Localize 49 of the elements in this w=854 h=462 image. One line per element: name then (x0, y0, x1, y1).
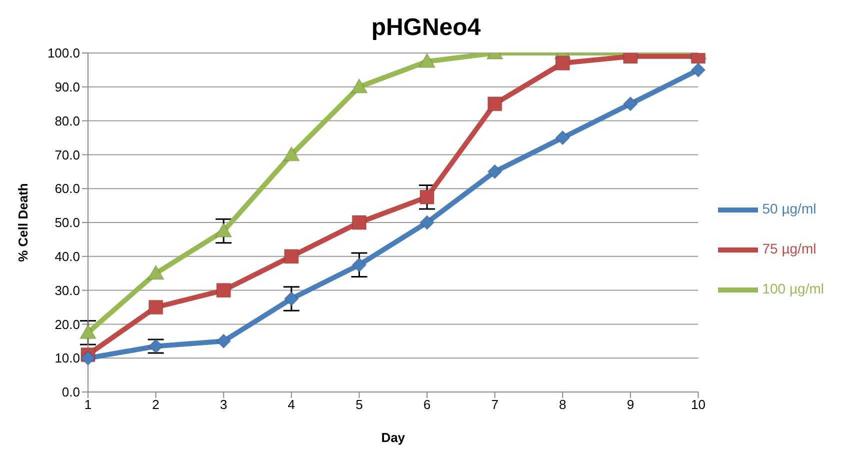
y-tick-label: 50.0 (54, 215, 80, 230)
point (352, 257, 367, 272)
y-tick-label: 100.0 (47, 46, 80, 61)
point (555, 130, 570, 146)
point (487, 164, 502, 180)
legend-label: 100 µg/ml (762, 280, 824, 297)
point (147, 264, 164, 280)
x-tick-label: 1 (84, 397, 92, 412)
point (80, 324, 96, 340)
y-tick-label: 90.0 (54, 80, 80, 95)
point (216, 334, 232, 349)
point (80, 350, 96, 366)
point (284, 248, 299, 264)
point (418, 53, 436, 68)
x-tick-label: 2 (152, 397, 160, 412)
x-tick-label: 7 (491, 397, 498, 412)
point (487, 96, 502, 112)
chart-title: pHGNeo4 (371, 14, 481, 41)
y-tick-label: 10.0 (54, 350, 80, 366)
legend-label: 50 µg/ml (762, 200, 816, 217)
point (420, 190, 435, 205)
y-tick-label: 40.0 (54, 249, 80, 264)
point (350, 78, 368, 94)
point (622, 96, 638, 112)
y-axis-title: % Cell Death (16, 183, 31, 262)
x-tick-label: 4 (288, 397, 296, 412)
point (352, 215, 367, 230)
y-tick-label: 30.0 (54, 282, 80, 298)
y-tick-label: 0.0 (62, 384, 80, 400)
x-tick-label: 8 (559, 397, 566, 412)
point (282, 146, 300, 162)
point (690, 62, 706, 78)
x-tick-label: 3 (220, 397, 228, 412)
point (284, 291, 299, 306)
x-tick-label: 10 (691, 397, 706, 412)
point (148, 300, 164, 315)
point (555, 56, 570, 71)
point (420, 215, 435, 230)
x-tick-label: 6 (423, 397, 431, 412)
y-tick-label: 20.0 (54, 316, 80, 332)
point (215, 222, 232, 238)
legend-label: 75 µg/ml (762, 240, 816, 257)
y-tick-label: 60.0 (54, 181, 80, 196)
point (216, 282, 232, 298)
y-tick-label: 70.0 (54, 147, 80, 162)
y-tick-label: 80.0 (54, 113, 80, 128)
x-axis-title: Day (381, 430, 406, 445)
x-tick-label: 5 (356, 397, 363, 412)
x-tick-label: 9 (626, 397, 634, 412)
